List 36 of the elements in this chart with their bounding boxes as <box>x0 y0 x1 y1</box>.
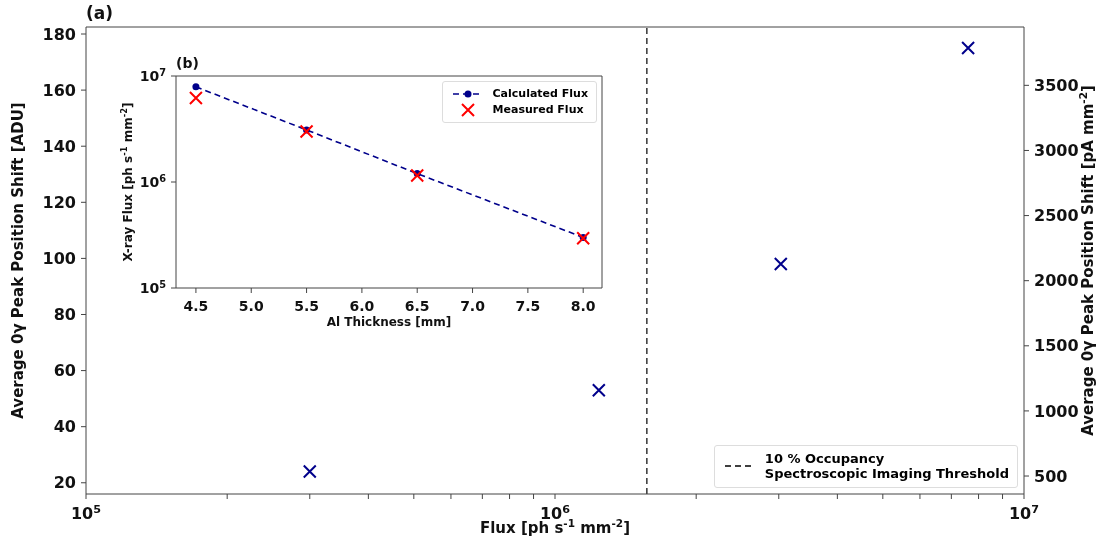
x-tick-label: 6.5 <box>404 298 430 314</box>
y-tick-label: 80 <box>53 305 76 325</box>
y2-tick-label: 3500 <box>1034 75 1079 95</box>
x-tick-label: 7.0 <box>460 298 486 314</box>
y2-tick-label: 2000 <box>1034 271 1079 291</box>
x-tick-label: 5.0 <box>238 298 264 314</box>
y-tick-label: 60 <box>53 361 76 381</box>
legend-label: Calculated Flux <box>492 87 588 101</box>
chart-title: (b) <box>176 55 199 71</box>
x-tick-label: 7.5 <box>515 298 541 314</box>
x-tick-label: 10$^{7}$ <box>1008 502 1040 523</box>
y-tick-label: 10$^{6}$ <box>139 172 167 190</box>
legend-label: Measured Flux <box>492 103 584 117</box>
y-tick-label: 20 <box>53 473 76 493</box>
y2-tick-label: 3000 <box>1034 141 1079 161</box>
ref-line-label: 10 % Occupancy Spectroscopic Imaging Threshold <box>764 450 1009 482</box>
y-tick-label: 120 <box>42 192 76 212</box>
x-tick-label: 6.0 <box>349 298 375 314</box>
y-tick-label: 10$^{5}$ <box>139 278 167 296</box>
y-tick-label: 160 <box>42 80 76 100</box>
x-tick-label: 10$^{5}$ <box>70 502 102 523</box>
y2-tick-label: 1000 <box>1034 401 1079 421</box>
y-tick-label: 10$^{7}$ <box>139 66 167 84</box>
y-axis-title: Average 0γ Peak Position Shift [ADU] <box>9 102 27 419</box>
y-tick-label: 140 <box>42 136 76 156</box>
y-tick-label: 100 <box>42 249 76 268</box>
y2-tick-label: 2500 <box>1034 206 1079 226</box>
y2-tick-label: 500 <box>1034 466 1068 486</box>
x-tick-label: 8.0 <box>570 298 596 314</box>
y-tick-label: 40 <box>53 417 76 437</box>
x-axis-title: Al Thickness [mm] <box>326 315 452 329</box>
x-tick-label: 4.5 <box>183 298 209 314</box>
chart-title: (a) <box>86 3 114 23</box>
x-tick-label: 5.5 <box>294 298 319 314</box>
y-tick-label: 180 <box>42 24 76 44</box>
y2-tick-label: 1500 <box>1034 336 1079 356</box>
